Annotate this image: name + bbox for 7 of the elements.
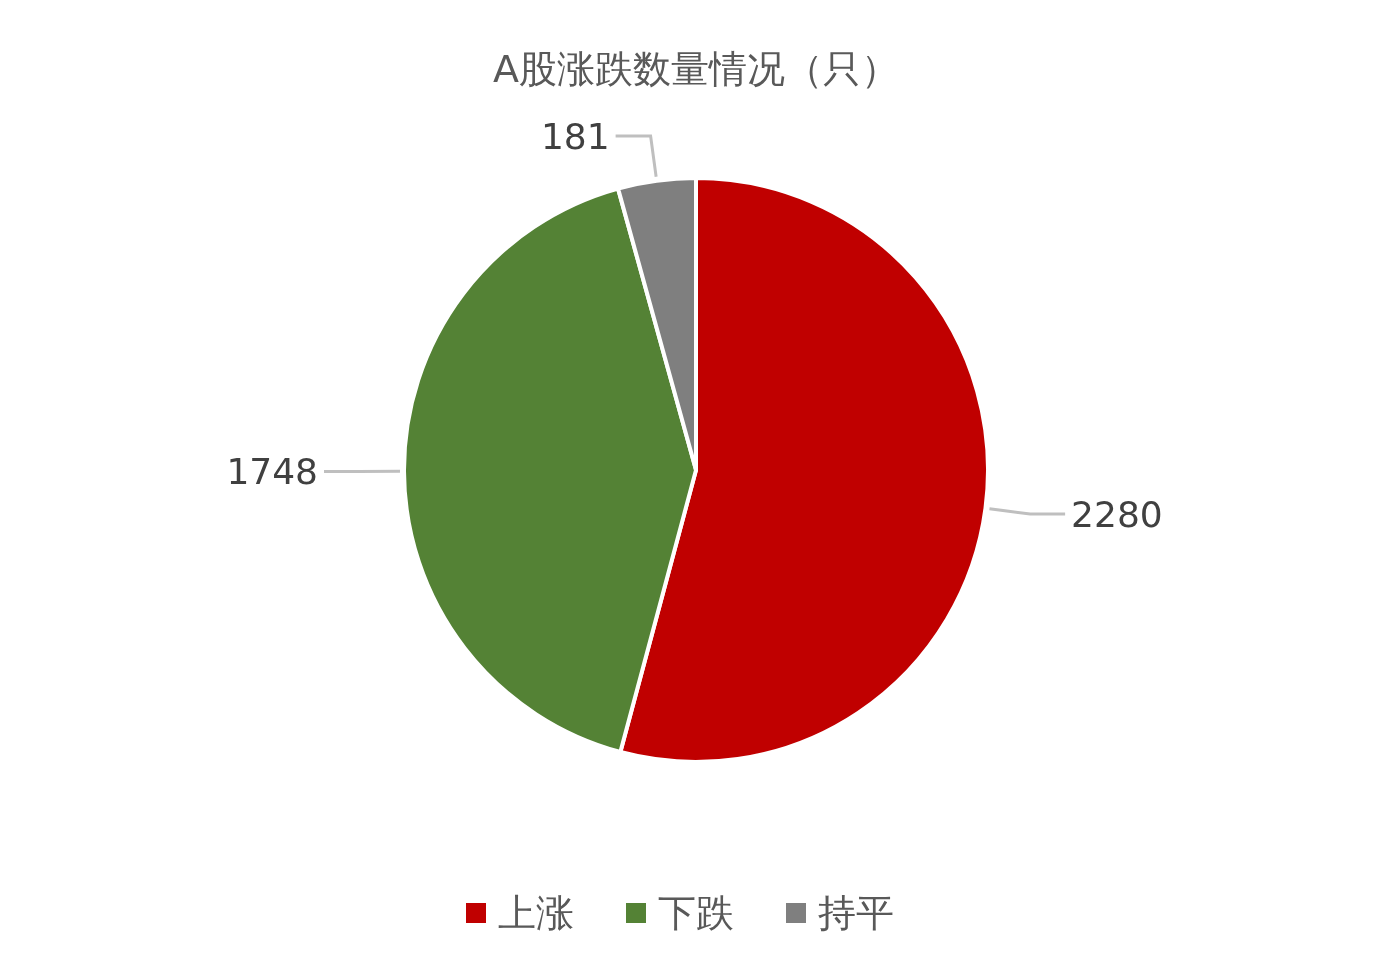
legend-label: 持平 (818, 891, 894, 936)
legend-label: 上涨 (498, 891, 574, 936)
data-label: 2280 (1071, 493, 1163, 535)
chart-title: A股涨跌数量情况（只） (493, 47, 899, 91)
data-label: 1748 (226, 450, 318, 492)
data-label: 181 (540, 115, 610, 157)
legend-label: 下跌 (658, 891, 734, 936)
